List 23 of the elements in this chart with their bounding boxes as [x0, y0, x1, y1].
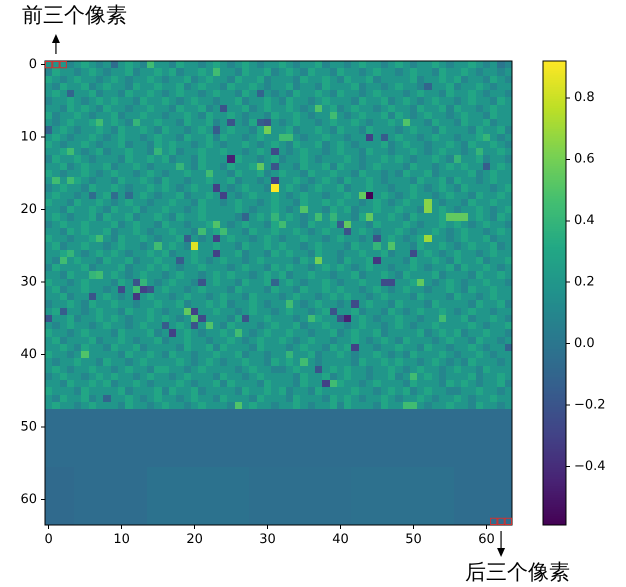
x-tick-label: 50: [405, 532, 422, 548]
x-tick-label: 10: [113, 532, 130, 548]
text: 后三个像素: [465, 560, 570, 584]
color-bar-label: −0.2: [574, 398, 606, 413]
color-bar-label: −0.4: [574, 458, 606, 474]
x-tick-label: 40: [332, 532, 349, 548]
y-tick-label: 40: [20, 347, 37, 362]
y-tick-label: 60: [20, 492, 37, 507]
y-tick-label: 50: [20, 420, 37, 434]
color-bar-label: 0.2: [574, 274, 595, 290]
x-tick-label: 0: [44, 532, 53, 548]
y-tick-label: 0: [28, 57, 37, 72]
color-bar-label: 0.8: [574, 90, 595, 106]
y-tick-label: 20: [20, 202, 37, 217]
x-tick-label: 30: [259, 532, 276, 548]
color-bar-label: 0.6: [574, 152, 595, 167]
x-tick-label: 20: [186, 532, 203, 548]
x-tick-label: 60: [478, 532, 495, 548]
color-bar-label: 0.0: [574, 336, 595, 352]
y-tick-label: 10: [20, 130, 37, 144]
text: 前三个像素: [22, 3, 127, 27]
color-bar-label: 0.4: [574, 213, 595, 228]
y-tick-label: 30: [20, 274, 37, 290]
